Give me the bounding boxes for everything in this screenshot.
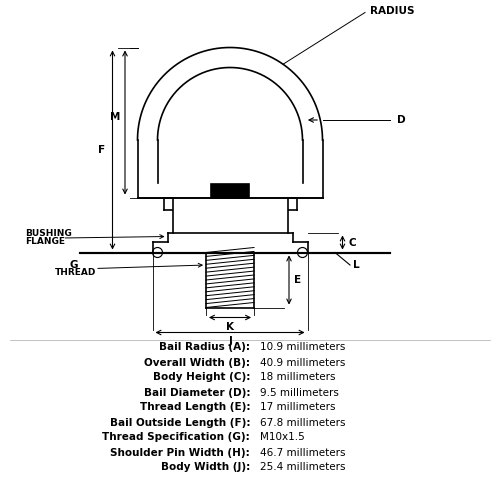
Text: Bail Outside Length (F):: Bail Outside Length (F): xyxy=(110,418,250,428)
Text: K: K xyxy=(226,322,234,332)
Text: 67.8 millimeters: 67.8 millimeters xyxy=(260,418,346,428)
Text: 18 millimeters: 18 millimeters xyxy=(260,372,336,382)
Text: Thread Length (E):: Thread Length (E): xyxy=(140,402,250,412)
Text: THREAD: THREAD xyxy=(55,268,96,277)
Text: D: D xyxy=(398,115,406,125)
Bar xyxy=(211,184,249,198)
Text: J: J xyxy=(228,336,232,346)
Text: BUSHING: BUSHING xyxy=(25,230,72,238)
Text: 46.7 millimeters: 46.7 millimeters xyxy=(260,448,346,458)
Text: C: C xyxy=(348,238,356,248)
Text: Body Height (C):: Body Height (C): xyxy=(152,372,250,382)
Text: E: E xyxy=(294,275,302,285)
Text: Shoulder Pin Width (H):: Shoulder Pin Width (H): xyxy=(110,448,250,458)
Text: Thread Specification (G):: Thread Specification (G): xyxy=(102,432,250,442)
Text: M: M xyxy=(110,112,120,122)
Text: L: L xyxy=(352,260,359,270)
Bar xyxy=(172,198,288,232)
Text: G: G xyxy=(70,260,78,270)
Text: F: F xyxy=(98,145,105,155)
Text: 9.5 millimeters: 9.5 millimeters xyxy=(260,388,339,398)
Text: RADIUS: RADIUS xyxy=(370,6,414,16)
Text: 25.4 millimeters: 25.4 millimeters xyxy=(260,462,346,472)
Text: Body Width (J):: Body Width (J): xyxy=(161,462,250,472)
Text: Overall Width (B):: Overall Width (B): xyxy=(144,358,250,368)
Text: FLANGE: FLANGE xyxy=(25,237,65,246)
Text: M10x1.5: M10x1.5 xyxy=(260,432,305,442)
Text: Bail Diameter (D):: Bail Diameter (D): xyxy=(144,388,250,398)
Text: 17 millimeters: 17 millimeters xyxy=(260,402,336,412)
Text: Bail Radius (A):: Bail Radius (A): xyxy=(159,342,250,352)
Text: 10.9 millimeters: 10.9 millimeters xyxy=(260,342,346,352)
Text: 40.9 millimeters: 40.9 millimeters xyxy=(260,358,346,368)
